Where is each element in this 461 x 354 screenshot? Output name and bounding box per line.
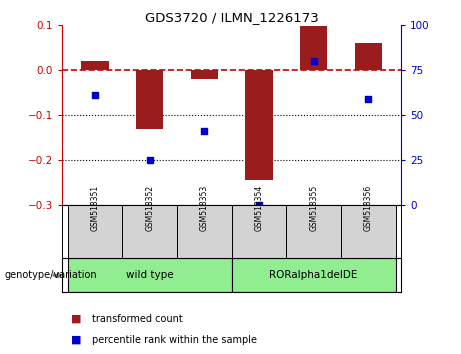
Text: ■: ■ bbox=[71, 314, 82, 324]
Bar bbox=[122, 205, 177, 258]
Text: genotype/variation: genotype/variation bbox=[5, 270, 97, 280]
Point bbox=[255, 202, 263, 208]
Bar bbox=[231, 258, 396, 292]
Bar bbox=[355, 43, 382, 70]
Point bbox=[365, 96, 372, 102]
Text: RORalpha1delDE: RORalpha1delDE bbox=[269, 270, 358, 280]
Point bbox=[310, 58, 317, 64]
Title: GDS3720 / ILMN_1226173: GDS3720 / ILMN_1226173 bbox=[145, 11, 319, 24]
Bar bbox=[68, 258, 232, 292]
Bar bbox=[300, 26, 327, 70]
Bar bbox=[245, 70, 272, 181]
Bar bbox=[68, 205, 122, 258]
Point bbox=[91, 92, 99, 98]
Bar bbox=[286, 205, 341, 258]
Text: GSM518354: GSM518354 bbox=[254, 184, 264, 231]
Bar bbox=[177, 205, 232, 258]
Bar bbox=[81, 61, 109, 70]
Text: transformed count: transformed count bbox=[92, 314, 183, 324]
Text: GSM518351: GSM518351 bbox=[90, 185, 100, 231]
Bar bbox=[191, 70, 218, 79]
Point bbox=[201, 128, 208, 134]
Text: GSM518352: GSM518352 bbox=[145, 185, 154, 231]
Point bbox=[146, 157, 154, 163]
Text: GSM518356: GSM518356 bbox=[364, 184, 373, 231]
Text: percentile rank within the sample: percentile rank within the sample bbox=[92, 335, 257, 345]
Bar bbox=[136, 70, 163, 129]
Text: ■: ■ bbox=[71, 335, 82, 345]
Bar bbox=[231, 205, 286, 258]
Text: wild type: wild type bbox=[126, 270, 173, 280]
Text: GSM518353: GSM518353 bbox=[200, 184, 209, 231]
Bar bbox=[341, 205, 396, 258]
Text: GSM518355: GSM518355 bbox=[309, 184, 318, 231]
